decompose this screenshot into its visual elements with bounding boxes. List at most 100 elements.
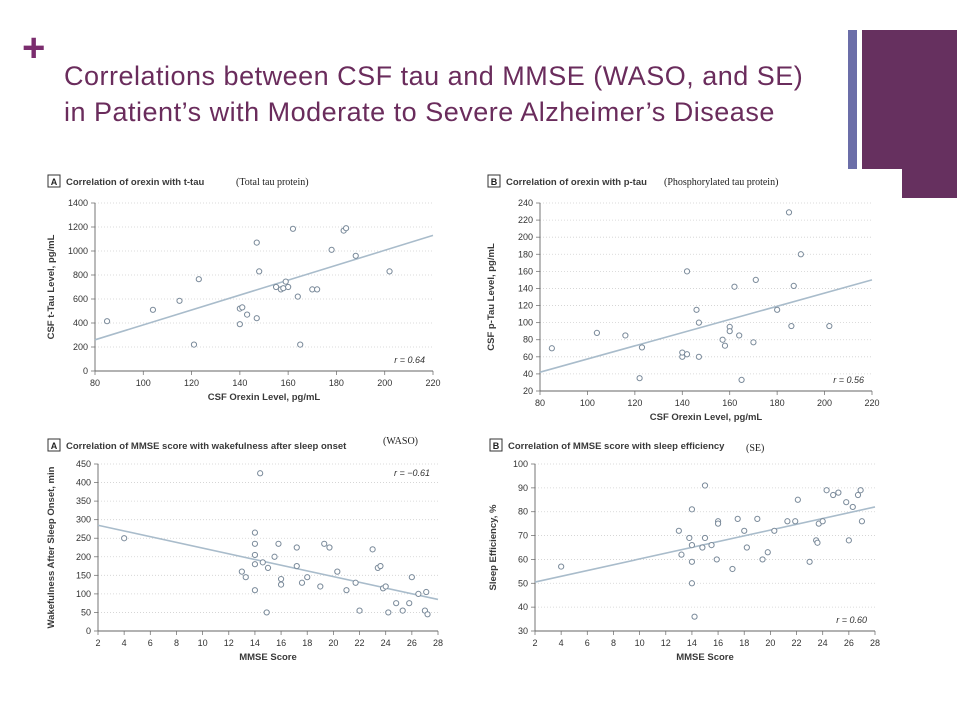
y-tick-label: 40 bbox=[518, 602, 528, 612]
x-tick-label: 160 bbox=[722, 398, 737, 408]
data-point bbox=[314, 286, 321, 293]
data-point bbox=[764, 549, 771, 556]
x-tick-label: 180 bbox=[770, 398, 785, 408]
data-point bbox=[293, 562, 300, 570]
data-point bbox=[797, 251, 804, 258]
data-point bbox=[729, 565, 736, 573]
data-point bbox=[256, 268, 263, 275]
data-point bbox=[382, 583, 389, 590]
chart-ptau: B Correlation of orexin with p-tau 20 40 60 8… bbox=[486, 174, 880, 423]
data-point bbox=[701, 482, 709, 489]
data-point bbox=[754, 515, 761, 522]
data-point bbox=[259, 559, 266, 566]
data-point bbox=[251, 540, 259, 547]
data-point bbox=[190, 341, 198, 348]
data-point bbox=[558, 563, 565, 570]
x-tick-label: 180 bbox=[329, 378, 344, 388]
data-point bbox=[149, 306, 157, 313]
data-point bbox=[285, 283, 292, 291]
data-point bbox=[277, 581, 285, 588]
y-tick-label: 90 bbox=[518, 483, 528, 493]
data-point bbox=[121, 535, 128, 542]
data-point bbox=[708, 542, 715, 549]
r-value-label: r = 0.60 bbox=[836, 615, 867, 625]
slide-title: Correlations between CSF tau and MMSE (W… bbox=[64, 61, 804, 127]
data-point bbox=[244, 311, 251, 318]
data-point bbox=[835, 489, 842, 496]
data-point bbox=[356, 607, 363, 614]
slide-plus-icon: + bbox=[22, 26, 46, 70]
x-tick-label: 18 bbox=[739, 638, 749, 648]
data-point bbox=[195, 276, 202, 283]
data-point bbox=[695, 353, 702, 360]
data-point bbox=[289, 225, 297, 232]
y-tick-label: 250 bbox=[76, 533, 91, 543]
data-point bbox=[385, 609, 392, 616]
x-tick-label: 140 bbox=[675, 398, 690, 408]
y-axis-label: Wakefulness After Sleep Onset, min bbox=[46, 466, 57, 628]
y-tick-label: 100 bbox=[513, 459, 528, 469]
data-point bbox=[176, 297, 183, 304]
x-tick-label: 200 bbox=[377, 378, 392, 388]
y-tick-label: 1000 bbox=[68, 246, 88, 256]
y-tick-label: 100 bbox=[518, 318, 533, 328]
chart-title: Correlation of MMSE score with wakefulne… bbox=[66, 441, 347, 452]
data-point bbox=[691, 613, 698, 620]
x-tick-label: 220 bbox=[864, 398, 879, 408]
y-tick-label: 30 bbox=[518, 626, 528, 636]
x-tick-label: 22 bbox=[792, 638, 802, 648]
data-point bbox=[826, 322, 833, 330]
data-point bbox=[788, 322, 795, 330]
data-point bbox=[282, 278, 289, 285]
data-point bbox=[297, 341, 304, 348]
x-tick-label: 80 bbox=[535, 398, 545, 408]
y-tick-label: 70 bbox=[518, 531, 528, 541]
data-point bbox=[857, 487, 864, 494]
x-tick-label: 120 bbox=[184, 378, 199, 388]
data-point bbox=[849, 503, 856, 511]
data-point bbox=[253, 315, 260, 322]
x-axis-label: MMSE Score bbox=[676, 652, 734, 663]
data-point bbox=[688, 506, 696, 513]
x-tick-label: 4 bbox=[122, 638, 127, 648]
data-point bbox=[752, 276, 759, 284]
data-point bbox=[239, 304, 246, 311]
chart-title: Correlation of orexin with p-tau bbox=[506, 177, 647, 188]
data-point bbox=[726, 328, 733, 335]
data-point bbox=[792, 518, 799, 525]
x-tick-label: 26 bbox=[407, 638, 417, 648]
data-point bbox=[688, 580, 696, 587]
x-tick-label: 2 bbox=[532, 638, 537, 648]
x-tick-label: 80 bbox=[90, 378, 100, 388]
y-tick-label: 0 bbox=[83, 366, 88, 376]
data-point bbox=[858, 518, 866, 525]
data-point bbox=[275, 540, 282, 547]
y-tick-label: 800 bbox=[73, 270, 88, 280]
data-point bbox=[731, 283, 738, 290]
data-point bbox=[638, 344, 646, 351]
y-tick-label: 50 bbox=[518, 578, 528, 588]
accent-bar-thin bbox=[848, 30, 857, 172]
x-tick-label: 10 bbox=[198, 638, 208, 648]
data-point bbox=[334, 568, 341, 575]
r-value-label: r = 0.56 bbox=[833, 375, 864, 385]
x-tick-label: 8 bbox=[611, 638, 616, 648]
data-point bbox=[298, 579, 306, 586]
data-point bbox=[734, 515, 741, 522]
r-value-label: r = −0.61 bbox=[394, 468, 430, 478]
data-point bbox=[321, 540, 328, 547]
data-point bbox=[103, 318, 111, 325]
data-point bbox=[423, 588, 430, 596]
x-axis-label: MMSE Score bbox=[239, 652, 297, 663]
data-point bbox=[352, 579, 359, 586]
data-point bbox=[854, 491, 862, 499]
y-tick-label: 200 bbox=[518, 232, 533, 242]
y-tick-label: 150 bbox=[76, 570, 91, 580]
data-point bbox=[238, 568, 245, 575]
data-point bbox=[326, 544, 333, 551]
data-point bbox=[424, 611, 431, 618]
panel-letter: A bbox=[51, 177, 58, 187]
x-tick-label: 14 bbox=[250, 638, 260, 648]
chart-ttau: A Correlation of orexin with t-tau 0 200 400… bbox=[46, 174, 441, 403]
data-point bbox=[714, 520, 722, 527]
